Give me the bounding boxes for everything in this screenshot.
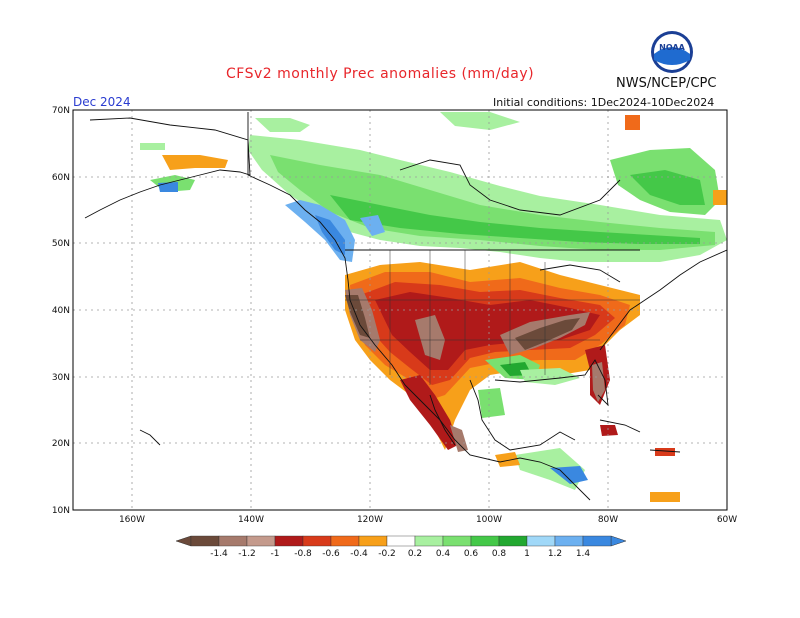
lat-label: 70N <box>52 106 70 116</box>
legend-tick-label: 0.2 <box>408 549 422 559</box>
lon-label: 120W <box>357 515 383 525</box>
agency-label: NWS/NCEP/CPC <box>616 76 717 91</box>
dry-region-mexico-brown <box>450 425 468 452</box>
wet-region-labrador-core <box>630 170 705 205</box>
wet-patch-arctic-2 <box>440 112 520 130</box>
legend-tick-label: 0.8 <box>492 549 507 559</box>
anomaly-fields <box>140 112 727 502</box>
alaska-coast <box>84 117 251 219</box>
lon-label: 60W <box>717 515 737 525</box>
legend-swatch <box>190 535 220 547</box>
legend-tick-label: -1 <box>271 549 280 559</box>
wet-region-canada-core <box>330 195 700 244</box>
legend-tick-label: 1.2 <box>548 549 562 559</box>
valid-month: Dec 2024 <box>73 95 131 109</box>
lon-label: 80W <box>598 515 618 525</box>
dry-region-southeast-dark <box>515 318 580 350</box>
legend-swatch <box>330 535 360 547</box>
noaa-logo-text: NOAA <box>659 43 685 52</box>
legend-arrow-right <box>610 535 627 547</box>
hudson-bay <box>399 159 621 216</box>
wet-patch-mexico-east <box>478 388 505 418</box>
pacific-coast <box>247 112 591 501</box>
lon-label: 100W <box>476 515 502 525</box>
initial-conditions: Initial conditions: 1Dec2024-10Dec2024 <box>493 96 715 109</box>
legend-swatch <box>582 535 612 547</box>
legend-tick-label: -1.4 <box>210 549 228 559</box>
lat-label: 20N <box>52 439 70 449</box>
dry-patch-mexico-south <box>495 452 520 467</box>
legend-tick-label: -0.2 <box>378 549 396 559</box>
dry-region-mexico <box>400 375 458 450</box>
legend-swatch <box>246 535 276 547</box>
legend-swatch <box>442 535 472 547</box>
lon-labels: 160W 140W 120W 100W 80W 60W <box>119 515 737 525</box>
wet-patch-arctic-1 <box>255 118 310 132</box>
gulf-mexico-west <box>469 379 576 451</box>
dry-patch-east-edge <box>713 190 727 205</box>
hawaii <box>139 429 161 446</box>
lon-label: 140W <box>238 515 264 525</box>
lat-labels: 70N 60N 50N 40N 30N 20N 10N <box>52 106 70 516</box>
legend-tick-label: 0.6 <box>464 549 479 559</box>
legend-swatch <box>358 535 388 547</box>
dry-patch-caribbean <box>600 425 618 436</box>
wet-patch-alaska-n <box>140 143 165 150</box>
legend-tick-label: -1.2 <box>238 549 256 559</box>
lat-label: 10N <box>52 506 70 516</box>
legend-swatch <box>470 535 500 547</box>
hispaniola <box>649 449 681 453</box>
legend-swatch <box>554 535 584 547</box>
wet-patch-bc-inland <box>360 215 385 236</box>
legend-tick-label: -0.8 <box>294 549 312 559</box>
lat-label: 40N <box>52 306 70 316</box>
wet-patch-alaska-blue <box>158 182 178 192</box>
lat-label: 60N <box>52 173 70 183</box>
legend-swatch <box>386 535 416 547</box>
atlantic-coast <box>599 249 727 351</box>
lat-label: 30N <box>52 373 70 383</box>
dry-patch-north-1 <box>625 115 640 130</box>
color-legend: -1.4 -1.2 -1 -0.8 -0.6 -0.4 -0.2 0.2 0.4 0.6 0.8 1 1… <box>175 535 627 559</box>
baja <box>429 394 456 446</box>
legend-swatch <box>218 535 248 547</box>
legend-tick-label: 1 <box>524 549 530 559</box>
map-frame <box>72 109 728 511</box>
wet-patch-central-america-blue <box>550 466 588 484</box>
legend-arrow-left <box>175 535 192 547</box>
legend-swatch <box>302 535 332 547</box>
legend-tick-label: -0.6 <box>322 549 340 559</box>
legend-tick-label: 0.4 <box>436 549 451 559</box>
cuba <box>599 419 641 433</box>
lat-label: 50N <box>52 239 70 249</box>
dry-patch-venezuela <box>650 492 680 502</box>
legend-swatch <box>498 535 528 547</box>
dry-patch-hispaniola <box>655 448 675 456</box>
state-boundaries <box>345 250 640 385</box>
legend-swatch <box>526 535 556 547</box>
dry-region-florida-brown <box>592 362 605 402</box>
gulf-coast <box>494 359 609 407</box>
legend-swatch <box>274 535 304 547</box>
coastlines <box>84 112 727 501</box>
dry-patch-alaska <box>162 155 228 170</box>
great-lakes <box>539 264 621 283</box>
chart-title: CFSv2 monthly Prec anomalies (mm/day) <box>226 66 535 82</box>
lon-label: 160W <box>119 515 145 525</box>
legend-swatch <box>414 535 444 547</box>
legend-tick-label: -0.4 <box>350 549 368 559</box>
legend-tick-label: 1.4 <box>576 549 591 559</box>
noaa-logo: NOAA <box>651 31 693 73</box>
dry-region-california-dark <box>345 295 370 338</box>
